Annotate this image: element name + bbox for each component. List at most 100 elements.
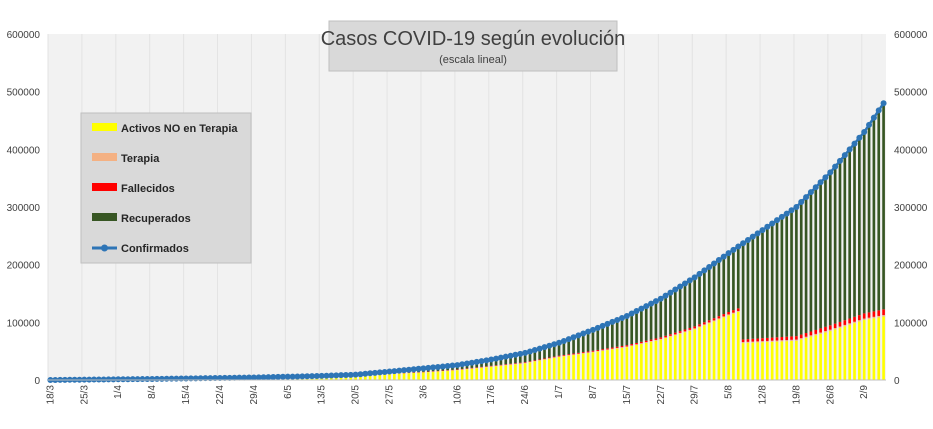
confirmados-point	[657, 295, 664, 302]
confirmados-point	[105, 376, 112, 383]
bar-recuperados	[615, 319, 619, 347]
confirmados-point	[667, 289, 674, 296]
confirmados-point	[531, 347, 538, 354]
confirmados-point	[604, 320, 611, 327]
bar-fallecidos	[833, 323, 837, 329]
bar-recuperados	[732, 249, 735, 311]
bar-recuperados	[703, 270, 706, 323]
confirmados-point	[846, 146, 853, 153]
confirmados-point	[459, 361, 466, 368]
bar-recuperados	[722, 256, 726, 315]
bar-recuperados	[669, 292, 672, 335]
bar-terapia	[615, 347, 619, 349]
bar-fallecidos	[659, 337, 663, 339]
bar-recuperados	[814, 187, 818, 330]
confirmados-point	[836, 157, 843, 164]
bar-activos-no-en-terapia	[591, 352, 595, 380]
bar-terapia	[693, 328, 696, 330]
confirmados-point	[275, 373, 282, 380]
confirmados-point	[725, 250, 732, 257]
bar-fallecidos	[509, 363, 512, 365]
bar-activos-no-en-terapia	[344, 376, 348, 380]
bar-activos-no-en-terapia	[736, 311, 740, 380]
confirmados-point	[401, 367, 408, 374]
bar-terapia	[838, 326, 842, 328]
legend-swatch-activos	[92, 123, 117, 131]
bar-terapia	[649, 341, 653, 342]
bar-terapia	[853, 321, 856, 324]
bar-fallecidos	[678, 331, 682, 333]
x-tick-label: 1/7	[554, 385, 565, 399]
bar-terapia	[712, 320, 716, 322]
confirmados-point	[807, 189, 814, 196]
bar-recuperados	[756, 233, 759, 339]
bar-terapia	[683, 331, 687, 333]
bar-recuperados	[693, 277, 696, 327]
bar-activos-no-en-terapia	[761, 342, 764, 380]
confirmados-point	[778, 213, 785, 220]
bar-activos-no-en-terapia	[775, 341, 779, 380]
confirmados-point	[100, 376, 107, 383]
bar-recuperados	[809, 192, 813, 332]
confirmados-point	[493, 355, 500, 362]
confirmados-point	[124, 376, 131, 383]
bar-recuperados	[664, 295, 667, 336]
bar-fallecidos	[809, 331, 813, 336]
bar-activos-no-en-terapia	[339, 376, 343, 380]
bar-recuperados	[736, 246, 740, 309]
bar-recuperados	[819, 182, 822, 329]
bar-recuperados	[523, 352, 527, 363]
bar-terapia	[867, 317, 871, 320]
bar-recuperados	[635, 311, 638, 343]
bar-fallecidos	[620, 345, 624, 348]
bar-fallecidos	[683, 329, 687, 332]
confirmados-point	[362, 370, 369, 377]
bar-terapia	[824, 331, 827, 333]
confirmados-point	[449, 362, 456, 369]
bar-recuperados	[717, 260, 721, 317]
bar-fallecidos	[494, 365, 498, 366]
confirmados-point	[580, 330, 587, 337]
bar-activos-no-en-terapia	[741, 343, 745, 380]
bar-fallecidos	[848, 318, 852, 324]
bar-fallecidos	[765, 337, 769, 341]
confirmados-point	[575, 332, 582, 339]
confirmados-point	[478, 358, 485, 365]
confirmados-point	[681, 280, 688, 287]
bar-terapia	[669, 335, 672, 337]
bar-recuperados	[572, 337, 575, 354]
confirmados-point	[764, 223, 771, 230]
confirmados-point	[284, 373, 291, 380]
bar-terapia	[586, 352, 590, 353]
confirmados-point	[120, 376, 127, 383]
bar-terapia	[635, 344, 638, 345]
bar-activos-no-en-terapia	[451, 370, 454, 380]
bar-terapia	[780, 340, 784, 342]
bar-fallecidos	[862, 313, 866, 319]
bar-fallecidos	[882, 309, 885, 316]
bar-recuperados	[746, 239, 750, 340]
y-axis-right: 0 100000 200000 300000 400000 500000 600000	[894, 30, 928, 387]
bar-fallecidos	[610, 347, 614, 349]
confirmados-point	[648, 300, 655, 307]
x-axis: 18/3 25/3 1/4 8/4 15/4 22/4 29/4 6/5 13/5 20/5 27/…	[45, 385, 870, 405]
bar-fallecidos	[746, 339, 750, 342]
bar-activos-no-en-terapia	[393, 373, 396, 380]
bar-terapia	[732, 312, 735, 314]
bar-recuperados	[833, 166, 837, 324]
confirmados-point	[565, 336, 572, 343]
confirmados-point	[134, 376, 141, 383]
stacked-bars	[53, 103, 885, 380]
confirmados-point	[822, 174, 829, 181]
bar-activos-no-en-terapia	[518, 363, 522, 380]
bar-terapia	[858, 320, 861, 322]
bar-activos-no-en-terapia	[765, 342, 769, 380]
bar-recuperados	[858, 137, 861, 316]
bar-recuperados	[824, 177, 827, 327]
bar-terapia	[707, 322, 711, 324]
bar-activos-no-en-terapia	[703, 325, 706, 380]
bar-terapia	[610, 348, 614, 350]
bar-activos-no-en-terapia	[412, 372, 416, 380]
bar-recuperados	[654, 301, 658, 339]
bar-activos-no-en-terapia	[678, 333, 682, 380]
